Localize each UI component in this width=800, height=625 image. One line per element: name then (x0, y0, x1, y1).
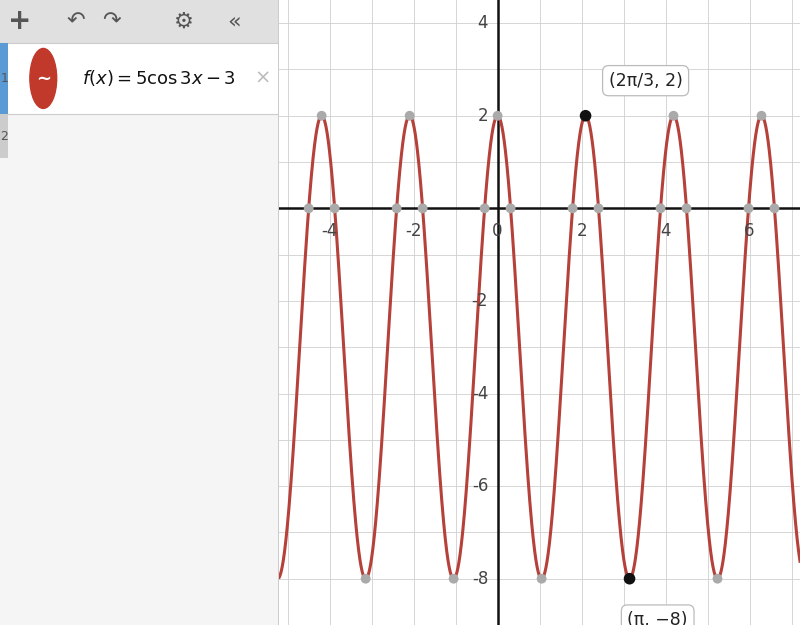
FancyBboxPatch shape (0, 114, 8, 158)
Point (302, 203, 315, 213)
Text: (2π/3, 2): (2π/3, 2) (609, 72, 682, 89)
Text: (π, −8): (π, −8) (627, 611, 688, 625)
FancyBboxPatch shape (0, 0, 279, 42)
Point (566, 203, 579, 213)
Text: -6: -6 (472, 477, 488, 495)
Point (478, 203, 491, 213)
Point (491, 111, 504, 121)
Point (623, 574, 636, 584)
Text: ∼: ∼ (36, 69, 51, 88)
Text: ⚙: ⚙ (174, 11, 194, 31)
Point (768, 203, 781, 213)
FancyBboxPatch shape (0, 42, 8, 114)
Text: -2: -2 (406, 222, 422, 240)
Text: +: + (8, 8, 31, 35)
Point (623, 574, 636, 584)
Point (579, 111, 592, 121)
Text: ↷: ↷ (102, 11, 121, 31)
Point (755, 111, 768, 121)
Point (592, 203, 605, 213)
Text: $f(x) = 5\cos 3x - 3$: $f(x) = 5\cos 3x - 3$ (82, 68, 236, 88)
Point (359, 574, 372, 584)
Text: 4: 4 (478, 14, 488, 32)
Text: 1: 1 (0, 72, 8, 85)
Text: ↶: ↶ (66, 11, 85, 31)
Point (742, 203, 755, 213)
Point (447, 574, 460, 584)
Text: -2: -2 (472, 292, 488, 310)
Text: 0: 0 (492, 222, 503, 240)
Point (315, 111, 328, 121)
Point (504, 203, 517, 213)
Point (711, 574, 724, 584)
Text: -8: -8 (472, 570, 488, 588)
Text: «: « (228, 11, 242, 31)
FancyBboxPatch shape (0, 42, 279, 114)
Text: -4: -4 (472, 384, 488, 402)
Point (328, 203, 341, 213)
Text: -4: -4 (322, 222, 338, 240)
Text: ×: × (254, 69, 270, 88)
Point (579, 111, 592, 121)
Text: 2: 2 (0, 130, 8, 142)
Point (680, 203, 693, 213)
Text: 6: 6 (744, 222, 755, 240)
Point (403, 111, 416, 121)
Point (416, 203, 429, 213)
Point (535, 574, 548, 584)
Text: 4: 4 (660, 222, 671, 240)
Text: 2: 2 (478, 107, 488, 125)
Point (667, 111, 680, 121)
Point (654, 203, 667, 213)
Circle shape (30, 48, 57, 109)
Text: 2: 2 (576, 222, 587, 240)
FancyBboxPatch shape (278, 0, 279, 625)
Point (390, 203, 403, 213)
